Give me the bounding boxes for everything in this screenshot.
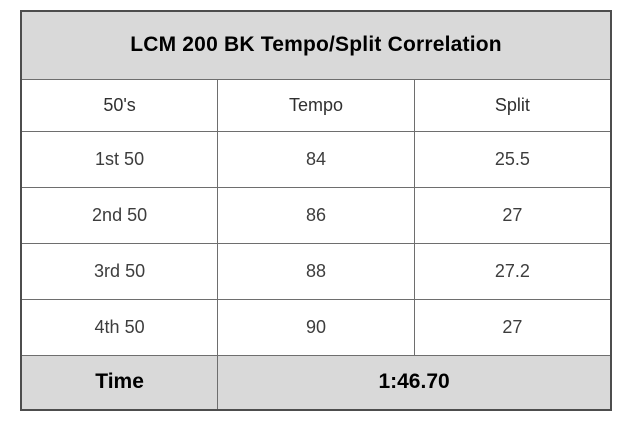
table-title: LCM 200 BK Tempo/Split Correlation [20, 10, 612, 80]
footer-time-label: Time [20, 354, 219, 411]
table-row: 1st 50 84 25.5 [20, 130, 612, 188]
cell-row2-tempo: 86 [217, 186, 415, 244]
cell-row4-tempo: 90 [217, 298, 415, 356]
cell-row1-tempo: 84 [217, 130, 415, 188]
column-header-50s: 50's [20, 78, 219, 132]
table-row: 4th 50 90 27 [20, 298, 612, 356]
cell-row3-split: 27.2 [413, 242, 612, 300]
column-header-split: Split [413, 78, 612, 132]
column-header-tempo: Tempo [217, 78, 415, 132]
footer-time-value: 1:46.70 [217, 354, 612, 411]
cell-row1-split: 25.5 [413, 130, 612, 188]
tempo-split-table: LCM 200 BK Tempo/Split Correlation 50's … [20, 10, 612, 411]
cell-row3-label: 3rd 50 [20, 242, 219, 300]
cell-row1-label: 1st 50 [20, 130, 219, 188]
cell-row2-label: 2nd 50 [20, 186, 219, 244]
table-row: 2nd 50 86 27 [20, 186, 612, 244]
cell-row2-split: 27 [413, 186, 612, 244]
cell-row3-tempo: 88 [217, 242, 415, 300]
table-footer-row: Time 1:46.70 [20, 354, 612, 411]
cell-row4-label: 4th 50 [20, 298, 219, 356]
table-row: 3rd 50 88 27.2 [20, 242, 612, 300]
table-header-row: 50's Tempo Split [20, 78, 612, 132]
table-title-row: LCM 200 BK Tempo/Split Correlation [20, 10, 612, 80]
cell-row4-split: 27 [413, 298, 612, 356]
